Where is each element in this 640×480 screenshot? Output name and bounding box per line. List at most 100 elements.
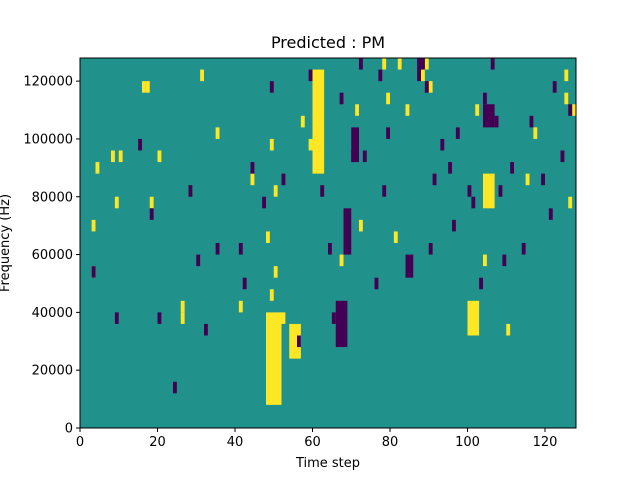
heatmap-cell-low bbox=[432, 173, 437, 186]
heatmap-cell-low bbox=[269, 81, 274, 93]
heatmap-cell-low bbox=[157, 312, 162, 324]
heatmap-cell-high bbox=[157, 150, 162, 163]
heatmap-cell-low bbox=[281, 173, 286, 186]
heatmap-cell-high bbox=[359, 219, 363, 232]
heatmap-cell-high bbox=[475, 104, 480, 116]
heatmap-cell-low bbox=[560, 150, 565, 163]
heatmap-cell-low bbox=[308, 69, 313, 82]
heatmap-cell-low bbox=[114, 312, 119, 324]
heatmap-cell-low bbox=[382, 185, 387, 197]
heatmap-cell-high bbox=[269, 138, 274, 151]
heatmap-cell-high bbox=[215, 127, 220, 139]
heatmap-cell-high bbox=[180, 300, 185, 313]
heatmap-cell-low bbox=[378, 69, 383, 82]
heatmap-block-low bbox=[405, 254, 414, 278]
heatmap-block-low bbox=[335, 300, 348, 348]
x-tick-label: 60 bbox=[304, 435, 321, 450]
heatmap-cell-low bbox=[138, 138, 142, 151]
heatmap-cell-low bbox=[173, 381, 177, 394]
x-tick-label: 80 bbox=[382, 435, 399, 450]
heatmap-cell-high bbox=[266, 231, 270, 243]
heatmap-cell-high bbox=[269, 289, 274, 301]
heatmap-high-cells bbox=[91, 58, 576, 405]
heatmap-block-low bbox=[483, 104, 495, 128]
heatmap-block-high bbox=[289, 323, 301, 359]
heatmap-cell-high bbox=[250, 173, 255, 186]
heatmap-cell-high bbox=[95, 162, 100, 174]
heatmap-cell-low bbox=[386, 127, 390, 139]
heatmap-cell-low bbox=[204, 323, 208, 336]
x-tick-label: 120 bbox=[533, 435, 558, 450]
heatmap-cell-low bbox=[297, 335, 301, 348]
heatmap-cell-low bbox=[359, 58, 363, 70]
heatmap-cell-low bbox=[483, 92, 487, 105]
y-tick-label: 0 bbox=[65, 422, 73, 437]
heatmap-cell-high bbox=[200, 69, 204, 82]
heatmap-cell-high bbox=[355, 104, 359, 116]
heatmap-cell-high bbox=[145, 81, 150, 93]
heatmap-block-low bbox=[343, 208, 352, 255]
heatmap-cell-high bbox=[386, 92, 390, 105]
heatmap-cell-low bbox=[428, 243, 433, 255]
heatmap-cell-high bbox=[533, 127, 538, 139]
heatmap-block-high bbox=[467, 300, 480, 336]
y-tick-label: 80000 bbox=[32, 190, 73, 205]
heatmap-cell-high bbox=[111, 150, 115, 163]
heatmap-cell-high bbox=[114, 196, 119, 209]
y-axis-label: Frequency (Hz) bbox=[0, 194, 13, 292]
heatmap-cell-high bbox=[308, 138, 313, 151]
heatmap-block-high bbox=[312, 69, 325, 174]
heatmap-cell-low bbox=[262, 196, 266, 209]
heatmap-cell-high bbox=[142, 81, 146, 93]
heatmap-cell-high bbox=[424, 58, 429, 70]
x-axis: 0 20 40 60 80 100 120 bbox=[76, 428, 558, 450]
heatmap-cell-low bbox=[521, 243, 526, 255]
heatmap-cell-low bbox=[250, 162, 255, 174]
heatmap-cell-low bbox=[479, 277, 483, 290]
heatmap-cell-high bbox=[564, 92, 569, 105]
heatmap-cell-low bbox=[238, 243, 243, 255]
heatmap-cell-high bbox=[525, 173, 530, 186]
heatmap-cell-high bbox=[564, 69, 569, 82]
y-tick-label: 20000 bbox=[32, 364, 73, 379]
heatmap-block-high bbox=[266, 312, 282, 405]
plot-frame bbox=[79, 57, 577, 429]
heatmap-cell-high bbox=[572, 104, 576, 116]
heatmap-cell-high bbox=[421, 69, 425, 82]
heatmap-cell-low bbox=[331, 312, 336, 324]
heatmap-cell-low bbox=[424, 81, 429, 93]
heatmap-cell-low bbox=[552, 81, 557, 93]
heatmap-cell-high bbox=[273, 185, 278, 197]
heatmap-block-high bbox=[483, 173, 495, 209]
heatmap-cell-low bbox=[455, 127, 460, 139]
heatmap-cell-high bbox=[281, 312, 286, 324]
heatmap-cell-high bbox=[568, 196, 573, 209]
heatmap-cell-high bbox=[118, 150, 123, 163]
heatmap-cell-low bbox=[471, 196, 476, 209]
heatmap-cell-low bbox=[339, 92, 344, 105]
heatmap-cell-low bbox=[328, 243, 332, 255]
heatmap-cell-low bbox=[467, 185, 472, 197]
heatmap-cell-low bbox=[568, 104, 573, 116]
heatmap-cell-high bbox=[397, 58, 402, 70]
x-tick-label: 20 bbox=[149, 435, 166, 450]
y-tick-label: 60000 bbox=[32, 248, 73, 263]
heatmap-cell-high bbox=[339, 254, 344, 267]
heatmap-cell-high bbox=[149, 196, 154, 209]
heatmap-cell-low bbox=[548, 208, 553, 220]
heatmap-cell-high bbox=[300, 115, 305, 128]
heatmap-cell-high bbox=[393, 231, 398, 243]
plot-area bbox=[80, 58, 576, 428]
heatmap-cell-low bbox=[149, 208, 154, 220]
heatmap-cell-high bbox=[180, 312, 185, 324]
heatmap-cell-low bbox=[452, 219, 456, 232]
heatmap-cell-low bbox=[494, 115, 499, 128]
x-tick-label: 0 bbox=[76, 435, 84, 450]
heatmap-cell-low bbox=[529, 115, 534, 128]
heatmap-cell-high bbox=[506, 323, 511, 336]
heatmap-cell-low bbox=[188, 185, 193, 197]
heatmap-cell-low bbox=[448, 162, 452, 174]
y-tick-label: 100000 bbox=[23, 132, 73, 147]
heatmap-cell-low bbox=[374, 277, 379, 290]
